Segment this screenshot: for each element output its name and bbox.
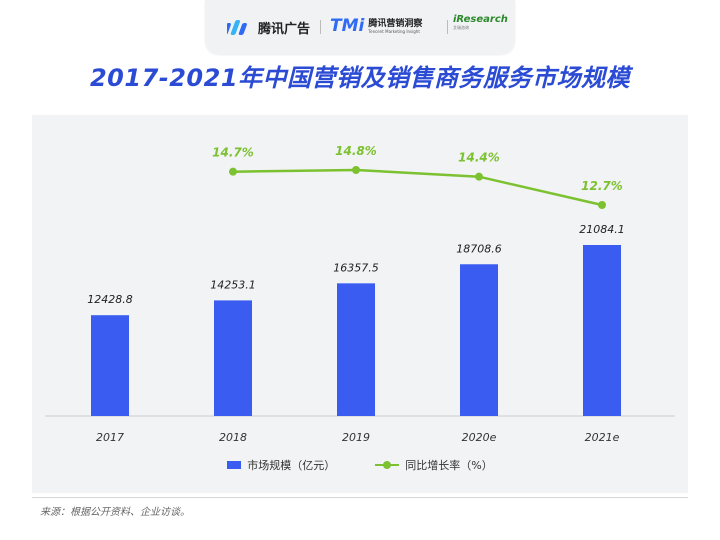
bar-2021e — [583, 245, 621, 416]
growth-rate-line — [232, 168, 603, 207]
x-tick-label-2018: 2018 — [219, 431, 247, 444]
bar-2017 — [91, 315, 129, 416]
growth-point-2019 — [352, 166, 360, 174]
legend-line-swatch — [375, 461, 400, 469]
brand-divider — [320, 20, 321, 34]
x-tick-label-2021e: 2021e — [585, 431, 620, 444]
bar-2019 — [337, 283, 375, 416]
iresearch-logo: iResearch — [453, 14, 508, 25]
tencent-ads-logo-icon — [227, 19, 247, 35]
growth-rate-label-2020e: 14.4% — [458, 151, 500, 165]
legend-item-market-size: 市场规模（亿元） — [227, 457, 335, 473]
iresearch-brand: iResearch 艾瑞咨询 — [453, 14, 508, 30]
bar-value-label-2017: 12428.8 — [87, 293, 133, 306]
tencent-ads-name: 腾讯广告 — [258, 22, 311, 37]
x-tick-label-2020e: 2020e — [462, 431, 497, 444]
growth-rate-label-2021e: 12.7% — [581, 179, 623, 193]
bar-value-label-2021e: 21084.1 — [579, 223, 625, 236]
tmi-name: 腾讯营销洞察 — [368, 18, 423, 29]
source-note: 来源：根据公开资料、企业访谈。 — [40, 507, 190, 518]
legend-item-growth-rate: 同比增长率（%） — [375, 457, 493, 473]
bar-value-label-2020e: 18708.6 — [456, 242, 502, 255]
bar-value-label-2018: 14253.1 — [210, 278, 256, 291]
growth-rate-label-2018: 14.7% — [212, 146, 254, 160]
tmi-english: Tencent Marketing Insight — [368, 28, 420, 34]
iresearch-sub: 艾瑞咨询 — [453, 25, 469, 30]
bar-2020e — [460, 264, 498, 416]
footer-divider — [32, 497, 688, 498]
growth-point-2021e — [598, 201, 606, 209]
legend-bar-swatch — [227, 461, 242, 469]
tmi-logo: TMi — [330, 16, 365, 36]
brand-header: 腾讯广告 TMi 腾讯营销洞察 Tencent Marketing Insigh… — [205, 0, 515, 54]
growth-point-2018 — [229, 167, 237, 176]
x-tick-label-2019: 2019 — [342, 431, 370, 444]
x-tick-label-2017: 2017 — [96, 431, 124, 444]
growth-rate-label-2019: 14.8% — [335, 144, 377, 158]
legend-label-growth-rate: 同比增长率（%） — [405, 459, 493, 472]
tencent-ads-brand: 腾讯广告 — [227, 18, 310, 37]
growth-point-2020e — [475, 172, 483, 181]
chart-title: 2017-2021年中国营销及销售商务服务市场规模 — [89, 64, 631, 92]
bar-value-label-2019: 16357.5 — [333, 261, 379, 274]
chart-legend: 市场规模（亿元） 同比增长率（%） — [0, 457, 720, 473]
legend-label-market-size: 市场规模（亿元） — [247, 459, 336, 472]
brand-divider — [447, 20, 448, 34]
bar-2018 — [214, 300, 252, 416]
tmi-brand: TMi 腾讯营销洞察 Tencent Marketing Insight — [330, 16, 422, 36]
